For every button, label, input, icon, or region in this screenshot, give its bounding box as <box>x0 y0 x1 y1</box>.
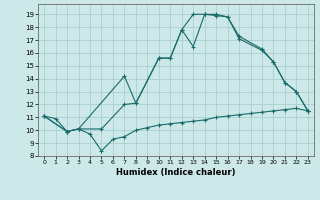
X-axis label: Humidex (Indice chaleur): Humidex (Indice chaleur) <box>116 168 236 177</box>
